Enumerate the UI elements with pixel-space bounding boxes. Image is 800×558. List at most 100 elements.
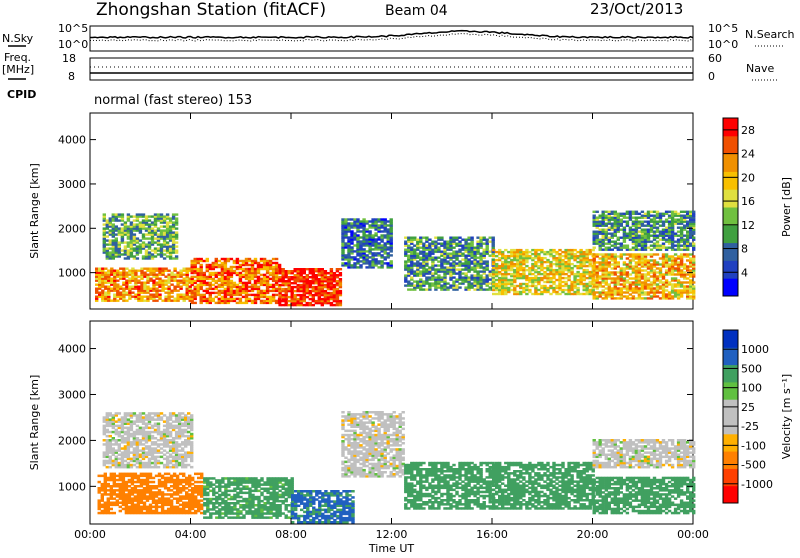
power-cell bbox=[546, 273, 549, 275]
power-cell bbox=[260, 290, 263, 292]
power-cell bbox=[431, 257, 434, 259]
power-cell bbox=[620, 267, 623, 269]
power-cell bbox=[461, 245, 464, 247]
velocity-cell bbox=[209, 490, 212, 493]
power-cell bbox=[650, 245, 653, 247]
power-cell bbox=[131, 296, 134, 298]
velocity-cell bbox=[131, 497, 134, 500]
power-cell bbox=[312, 294, 315, 296]
power-cell bbox=[668, 263, 671, 265]
power-cell bbox=[350, 256, 353, 258]
power-cell bbox=[155, 268, 158, 270]
power-cell bbox=[461, 276, 464, 278]
power-cell bbox=[230, 280, 233, 282]
velocity-cell bbox=[179, 487, 182, 490]
power-cell bbox=[272, 284, 275, 286]
power-cell bbox=[104, 286, 107, 288]
velocity-cell bbox=[149, 504, 152, 507]
power-cell bbox=[593, 291, 596, 293]
power-cell bbox=[561, 281, 564, 283]
power-cell bbox=[467, 276, 470, 278]
power-cell bbox=[362, 218, 365, 220]
power-cell bbox=[164, 292, 167, 294]
power-cell bbox=[602, 229, 605, 231]
power-cell bbox=[605, 229, 608, 231]
velocity-cell bbox=[197, 473, 200, 476]
power-cell bbox=[175, 231, 178, 233]
power-cell bbox=[269, 278, 272, 280]
power-cell bbox=[139, 243, 142, 245]
power-cell bbox=[124, 257, 127, 259]
velocity-cell bbox=[152, 506, 155, 509]
power-cell bbox=[510, 289, 513, 291]
velocity-cell bbox=[212, 477, 215, 480]
power-cell bbox=[224, 288, 227, 290]
velocity-cell bbox=[140, 479, 143, 482]
power-cell bbox=[278, 268, 281, 270]
power-cell bbox=[215, 292, 218, 294]
power-cell bbox=[212, 272, 215, 274]
velocity-cell bbox=[185, 502, 188, 505]
power-cell bbox=[312, 268, 315, 270]
power-cell bbox=[175, 213, 178, 215]
power-cell bbox=[101, 290, 104, 292]
power-cell bbox=[677, 219, 680, 221]
velocity-cell bbox=[200, 485, 203, 488]
power-cell bbox=[365, 220, 368, 222]
power-cell bbox=[564, 293, 567, 295]
power-cell bbox=[644, 291, 647, 293]
power-cell bbox=[288, 276, 291, 278]
power-cell bbox=[164, 276, 167, 278]
velocity-cell bbox=[239, 510, 242, 513]
power-cell bbox=[677, 289, 680, 291]
power-cell bbox=[215, 302, 218, 304]
power-cell bbox=[552, 255, 555, 257]
power-cell bbox=[119, 272, 122, 274]
power-cell bbox=[155, 282, 158, 284]
power-cell bbox=[464, 239, 467, 241]
power-cell bbox=[605, 247, 608, 249]
power-cell bbox=[404, 241, 407, 243]
power-cell bbox=[118, 241, 121, 243]
velocity-cell bbox=[206, 477, 209, 480]
power-cell bbox=[155, 300, 158, 302]
power-cell bbox=[479, 274, 482, 276]
power-cell bbox=[531, 277, 534, 279]
velocity-cell bbox=[233, 488, 236, 491]
power-cell bbox=[413, 262, 416, 264]
velocity-cell bbox=[236, 492, 239, 495]
power-cell bbox=[611, 211, 614, 213]
power-cell bbox=[158, 278, 161, 280]
power-cell bbox=[365, 254, 368, 256]
velocity-cell bbox=[239, 496, 242, 499]
velocity-cell bbox=[221, 492, 224, 495]
power-cell bbox=[440, 251, 443, 253]
power-cell bbox=[483, 249, 486, 251]
power-cell bbox=[294, 294, 297, 296]
power-cell bbox=[516, 285, 519, 287]
velocity-cell bbox=[98, 475, 101, 478]
power-cell bbox=[516, 249, 519, 251]
power-cell bbox=[254, 268, 257, 270]
velocity-cell bbox=[206, 498, 209, 501]
power-cell bbox=[356, 218, 359, 220]
power-cell bbox=[294, 290, 297, 292]
power-cell bbox=[431, 241, 434, 243]
power-cell bbox=[653, 259, 656, 261]
power-cell bbox=[236, 258, 239, 260]
power-cell bbox=[245, 268, 248, 270]
velocity-cell bbox=[110, 485, 113, 488]
power-cell bbox=[121, 249, 124, 251]
power-cell bbox=[507, 287, 510, 289]
power-cell bbox=[116, 300, 119, 302]
power-cell bbox=[680, 245, 683, 247]
power-cell bbox=[387, 262, 390, 264]
velocity-cell bbox=[116, 493, 119, 496]
power-cell bbox=[425, 245, 428, 247]
power-cell bbox=[498, 249, 501, 251]
power-cell bbox=[656, 235, 659, 237]
velocity-cell bbox=[155, 499, 158, 502]
power-cell bbox=[519, 273, 522, 275]
power-cell bbox=[599, 239, 602, 241]
velocity-cell bbox=[113, 473, 116, 476]
